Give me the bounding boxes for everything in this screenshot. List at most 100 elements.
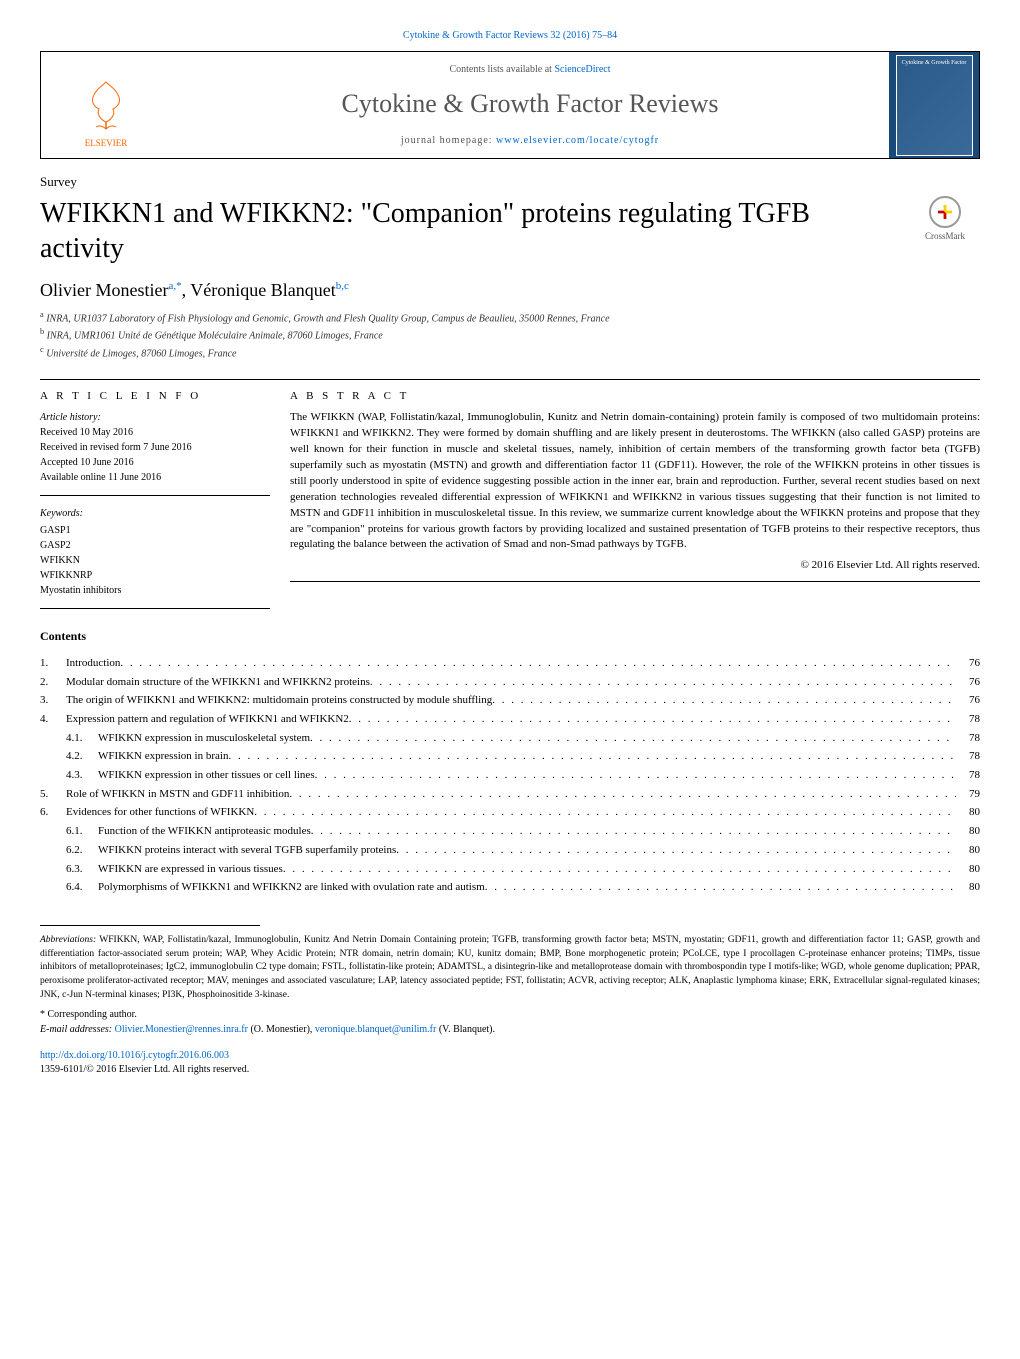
toc-page: 80 bbox=[956, 860, 980, 879]
toc-dots bbox=[228, 747, 956, 766]
footer-rule bbox=[40, 925, 260, 926]
toc-row[interactable]: 6.2.WFIKKN proteins interact with severa… bbox=[40, 841, 980, 860]
header-center: Contents lists available at ScienceDirec… bbox=[171, 52, 889, 158]
toc-text: Modular domain structure of the WFIKKN1 … bbox=[66, 673, 370, 692]
toc-dots bbox=[254, 803, 956, 822]
toc-text: Role of WFIKKN in MSTN and GDF11 inhibit… bbox=[66, 785, 289, 804]
toc-dots bbox=[370, 673, 956, 692]
table-of-contents: 1.Introduction 762.Modular domain struct… bbox=[40, 654, 980, 897]
homepage-label: journal homepage: bbox=[401, 135, 493, 146]
doi-link[interactable]: http://dx.doi.org/10.1016/j.cytogfr.2016… bbox=[40, 1050, 229, 1061]
toc-number: 5. bbox=[40, 785, 66, 804]
article-title: WFIKKN1 and WFIKKN2: "Companion" protein… bbox=[40, 196, 890, 266]
toc-text: WFIKKN expression in other tissues or ce… bbox=[98, 766, 315, 785]
crossmark-badge[interactable]: CrossMark bbox=[910, 196, 980, 241]
history-received: Received 10 May 2016 bbox=[40, 425, 270, 440]
keyword-item: GASP2 bbox=[40, 538, 270, 553]
email-1-link[interactable]: Olivier.Monestier@rennes.inra.fr bbox=[115, 1024, 248, 1035]
keyword-item: GASP1 bbox=[40, 523, 270, 538]
abbreviations: Abbreviations: WFIKKN, WAP, Follistatin/… bbox=[40, 934, 980, 1003]
citation-link[interactable]: Cytokine & Growth Factor Reviews 32 (201… bbox=[403, 30, 617, 41]
email-line: E-mail addresses: Olivier.Monestier@renn… bbox=[40, 1024, 980, 1035]
toc-indent bbox=[40, 766, 66, 785]
toc-row[interactable]: 6.1.Function of the WFIKKN antiproteasic… bbox=[40, 822, 980, 841]
toc-row[interactable]: 4.1.WFIKKN expression in musculoskeletal… bbox=[40, 729, 980, 748]
abbreviations-text: WFIKKN, WAP, Follistatin/kazal, Immunogl… bbox=[40, 935, 980, 1000]
toc-row[interactable]: 4.3.WFIKKN expression in other tissues o… bbox=[40, 766, 980, 785]
toc-row[interactable]: 3.The origin of WFIKKN1 and WFIKKN2: mul… bbox=[40, 691, 980, 710]
toc-row[interactable]: 4.2.WFIKKN expression in brain 78 bbox=[40, 747, 980, 766]
keyword-item: WFIKKN bbox=[40, 553, 270, 568]
toc-page: 80 bbox=[956, 878, 980, 897]
toc-number: 4. bbox=[40, 710, 66, 729]
homepage-link[interactable]: www.elsevier.com/locate/cytogfr bbox=[496, 135, 659, 146]
issn-copyright: 1359-6101/© 2016 Elsevier Ltd. All right… bbox=[40, 1064, 249, 1075]
journal-title: Cytokine & Growth Factor Reviews bbox=[181, 89, 879, 119]
toc-text: WFIKKN expression in brain bbox=[98, 747, 228, 766]
publisher-name: ELSEVIER bbox=[81, 138, 131, 148]
abstract-text: The WFIKKN (WAP, Follistatin/kazal, Immu… bbox=[290, 410, 980, 553]
cover-cell: Cytokine & Growth Factor bbox=[889, 52, 979, 158]
corresponding-author: * Corresponding author. bbox=[40, 1009, 980, 1020]
toc-indent bbox=[40, 747, 66, 766]
toc-subnumber: 4.2. bbox=[66, 747, 98, 766]
toc-row[interactable]: 6.Evidences for other functions of WFIKK… bbox=[40, 803, 980, 822]
toc-row[interactable]: 4.Expression pattern and regulation of W… bbox=[40, 710, 980, 729]
contents-heading: Contents bbox=[40, 629, 980, 644]
author-2-sup: b,c bbox=[336, 280, 349, 292]
toc-row[interactable]: 6.4.Polymorphisms of WFIKKN1 and WFIKKN2… bbox=[40, 878, 980, 897]
history-label: Article history: bbox=[40, 410, 270, 425]
toc-indent bbox=[40, 729, 66, 748]
toc-text: Polymorphisms of WFIKKN1 and WFIKKN2 are… bbox=[98, 878, 485, 897]
toc-page: 76 bbox=[956, 654, 980, 673]
journal-header: ELSEVIER Contents lists available at Sci… bbox=[40, 51, 980, 159]
email-label: E-mail addresses: bbox=[40, 1024, 112, 1035]
toc-subnumber: 4.1. bbox=[66, 729, 98, 748]
toc-page: 76 bbox=[956, 691, 980, 710]
toc-dots bbox=[120, 654, 956, 673]
toc-row[interactable]: 2.Modular domain structure of the WFIKKN… bbox=[40, 673, 980, 692]
toc-row[interactable]: 5.Role of WFIKKN in MSTN and GDF11 inhib… bbox=[40, 785, 980, 804]
author-2: , Véronique Blanquet bbox=[182, 280, 336, 300]
journal-cover-thumb[interactable]: Cytokine & Growth Factor bbox=[896, 55, 973, 156]
toc-page: 79 bbox=[956, 785, 980, 804]
affiliation-line: a INRA, UR1037 Laboratory of Fish Physio… bbox=[40, 309, 980, 326]
toc-subnumber: 6.2. bbox=[66, 841, 98, 860]
author-1: Olivier Monestier bbox=[40, 280, 168, 300]
article-info-column: A R T I C L E I N F O Article history: R… bbox=[40, 390, 290, 609]
keyword-item: Myostatin inhibitors bbox=[40, 583, 270, 598]
affiliation-text: INRA, UMR1061 Unité de Génétique Molécul… bbox=[44, 331, 383, 342]
email-1-who: (O. Monestier), bbox=[248, 1024, 315, 1035]
toc-number: 6. bbox=[40, 803, 66, 822]
crossmark-icon bbox=[929, 196, 961, 228]
toc-row[interactable]: 6.3.WFIKKN are expressed in various tiss… bbox=[40, 860, 980, 879]
email-2-link[interactable]: veronique.blanquet@unilim.fr bbox=[315, 1024, 436, 1035]
toc-page: 78 bbox=[956, 729, 980, 748]
toc-dots bbox=[492, 691, 956, 710]
elsevier-logo[interactable]: ELSEVIER bbox=[81, 77, 131, 148]
article-history: Article history: Received 10 May 2016 Re… bbox=[40, 410, 270, 496]
authors-line: Olivier Monestiera,*, Véronique Blanquet… bbox=[40, 280, 980, 301]
affiliation-line: c Université de Limoges, 87060 Limoges, … bbox=[40, 344, 980, 361]
homepage-line: journal homepage: www.elsevier.com/locat… bbox=[181, 135, 879, 146]
toc-page: 80 bbox=[956, 803, 980, 822]
toc-page: 80 bbox=[956, 841, 980, 860]
keywords-label: Keywords: bbox=[40, 506, 270, 521]
toc-indent bbox=[40, 878, 66, 897]
affiliation-line: b INRA, UMR1061 Unité de Génétique Moléc… bbox=[40, 326, 980, 343]
sciencedirect-link[interactable]: ScienceDirect bbox=[554, 64, 610, 75]
toc-text: The origin of WFIKKN1 and WFIKKN2: multi… bbox=[66, 691, 492, 710]
publisher-cell: ELSEVIER bbox=[41, 52, 171, 158]
toc-subnumber: 4.3. bbox=[66, 766, 98, 785]
toc-row[interactable]: 1.Introduction 76 bbox=[40, 654, 980, 673]
toc-indent bbox=[40, 841, 66, 860]
toc-dots bbox=[315, 766, 956, 785]
abstract-copyright: © 2016 Elsevier Ltd. All rights reserved… bbox=[290, 559, 980, 571]
toc-page: 78 bbox=[956, 766, 980, 785]
toc-dots bbox=[310, 729, 956, 748]
toc-page: 78 bbox=[956, 747, 980, 766]
toc-dots bbox=[283, 860, 956, 879]
author-1-sup: a,* bbox=[168, 280, 181, 292]
history-online: Available online 11 June 2016 bbox=[40, 470, 270, 485]
abstract-heading: A B S T R A C T bbox=[290, 390, 980, 402]
